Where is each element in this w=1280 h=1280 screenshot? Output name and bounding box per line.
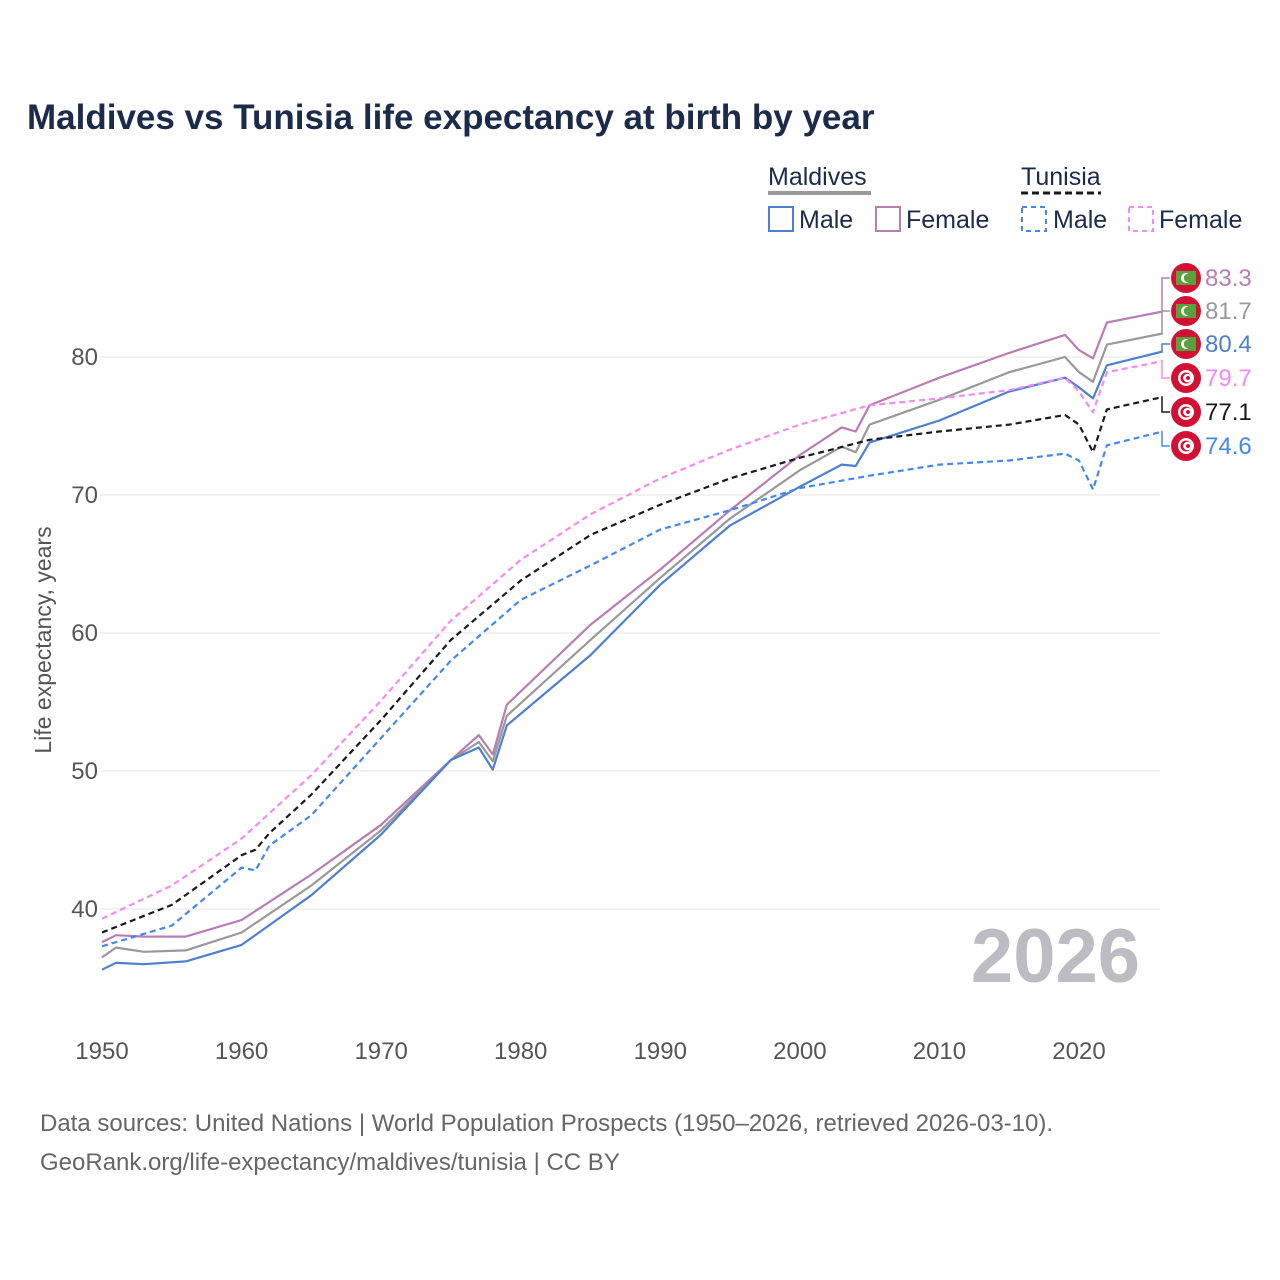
end-label-connector <box>1161 396 1170 413</box>
legend-swatch-tunisia-female <box>1128 206 1154 232</box>
legend-maldives-female[interactable]: Female <box>906 206 989 234</box>
series-line-tunisia <box>101 395 1163 934</box>
tunisia-flag-icon <box>1171 397 1201 427</box>
legend-swatch-maldives-male <box>768 206 794 232</box>
end-value-label: 74.6 <box>1205 433 1252 460</box>
series-line-maldives-male <box>101 350 1163 971</box>
series-line-tunisia-male <box>101 430 1163 948</box>
legend-maldives-male[interactable]: Male <box>799 206 853 234</box>
year-watermark: 2026 <box>971 914 1140 999</box>
end-label-connector <box>1161 343 1170 353</box>
y-tick-label: 70 <box>71 482 98 509</box>
end-value-label: 77.1 <box>1205 399 1252 426</box>
x-tick-label: 2010 <box>913 1038 966 1065</box>
end-label-connector <box>1161 310 1170 335</box>
source-note: Data sources: United Nations | World Pop… <box>40 1110 1053 1137</box>
series-lines <box>101 310 1163 971</box>
gridlines <box>100 356 1160 910</box>
source-url[interactable]: GeoRank.org/life-expectancy/maldives/tun… <box>40 1149 620 1176</box>
end-value-label: 80.4 <box>1205 331 1252 358</box>
y-tick-label: 80 <box>71 344 98 371</box>
series-line-maldives-female <box>101 310 1163 944</box>
legend-group-maldives: Maldives <box>768 163 867 191</box>
end-value-label: 81.7 <box>1205 298 1252 325</box>
x-tick-label: 1970 <box>354 1038 407 1065</box>
x-tick-label: 1980 <box>494 1038 547 1065</box>
legend: Maldives Male Female Tunisia Male Female <box>768 163 1242 234</box>
end-value-label: 83.3 <box>1205 265 1252 292</box>
chart-title: Maldives vs Tunisia life expectancy at b… <box>27 98 875 137</box>
end-value-label: 79.7 <box>1205 365 1252 392</box>
series-line-tunisia-female <box>101 360 1163 920</box>
y-tick-label: 50 <box>71 758 98 785</box>
y-axis-label: Life expectancy, years <box>30 526 56 753</box>
maldives-flag-icon <box>1171 296 1201 326</box>
end-label-connector <box>1161 360 1170 379</box>
maldives-flag-icon <box>1171 329 1201 359</box>
end-labels: 83.3 81.7 80.4 79.7 77.1 74.6 <box>1161 263 1252 461</box>
y-tick-label: 60 <box>71 620 98 647</box>
maldives-flag-icon <box>1171 263 1201 293</box>
tunisia-flag-icon <box>1171 431 1201 461</box>
x-tick-label: 2000 <box>773 1038 826 1065</box>
x-tick-label: 1950 <box>75 1038 128 1065</box>
y-axis-ticks: 40 50 60 70 80 <box>71 344 98 923</box>
tunisia-flag-icon <box>1171 363 1201 393</box>
end-label-connector <box>1161 277 1170 313</box>
x-tick-label: 2020 <box>1052 1038 1105 1065</box>
legend-group-tunisia: Tunisia <box>1021 163 1101 191</box>
legend-tunisia-female[interactable]: Female <box>1159 206 1242 234</box>
y-tick-label: 40 <box>71 896 98 923</box>
legend-swatch-maldives-female <box>875 206 901 232</box>
series-line-maldives <box>101 332 1163 959</box>
x-axis-ticks: 1950 1960 1970 1980 1990 2000 2010 2020 <box>75 1038 1105 1065</box>
x-tick-label: 1960 <box>215 1038 268 1065</box>
legend-swatch-tunisia-male <box>1021 206 1047 232</box>
end-label-connector <box>1161 430 1170 447</box>
x-tick-label: 1990 <box>634 1038 687 1065</box>
legend-tunisia-male[interactable]: Male <box>1053 206 1107 234</box>
